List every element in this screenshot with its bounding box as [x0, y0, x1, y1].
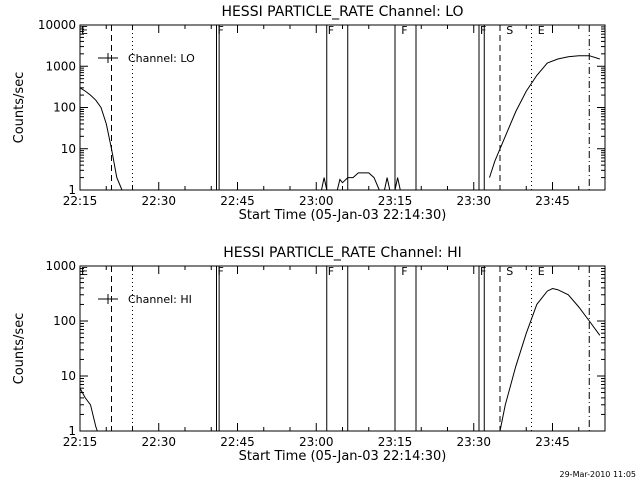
event-marker-label: F: [328, 24, 334, 37]
event-marker-label: F: [480, 24, 486, 37]
y-tick-label: 100: [53, 101, 76, 115]
series-line-segment: [336, 172, 380, 191]
panel-hi-channel: HESSI PARTICLE_RATE Channel: HI 22:15 22:3…: [12, 245, 606, 464]
x-tick-label: 23:15: [378, 435, 413, 449]
y-tick-label: 1: [68, 424, 76, 438]
x-tick-label: 22:15: [63, 435, 98, 449]
event-marker-label: F: [218, 265, 224, 278]
series-line-segment: [321, 177, 328, 191]
y-tick-label: 1: [68, 183, 76, 197]
timestamp-footer: 29-Mar-2010 11:05: [560, 470, 637, 479]
event-marker-label: F: [218, 24, 224, 37]
y-tick-label: 10: [61, 142, 76, 156]
y-tick-label: 100: [53, 314, 76, 328]
x-tick-label: 22:30: [141, 194, 176, 208]
legend-label: Channel: HI: [128, 293, 192, 306]
event-marker-label: S: [506, 24, 513, 37]
x-axis-label: Start Time (05-Jan-03 22:14:30): [239, 208, 447, 223]
event-marker-label: E: [538, 265, 545, 278]
x-tick-label: 23:30: [456, 194, 491, 208]
x-tick-label: 22:30: [141, 435, 176, 449]
chart-title: HESSI PARTICLE_RATE Channel: LO: [221, 4, 463, 20]
series-line-segment: [499, 287, 601, 432]
event-marker-label: E: [81, 265, 88, 278]
y-axis-label: Counts/sec: [12, 313, 27, 385]
event-marker-label: E: [81, 24, 88, 37]
y-tick-label: 1000: [45, 59, 76, 73]
series-line-segment: [394, 177, 401, 191]
plot-frame: [79, 265, 606, 432]
y-tick-label: 10000: [38, 18, 76, 32]
event-marker-label: F: [480, 265, 486, 278]
x-tick-label: 23:00: [299, 435, 334, 449]
x-tick-label: 23:30: [456, 435, 491, 449]
panel-lo-channel: HESSI PARTICLE_RATE Channel: LO 22:15 22:3…: [12, 4, 606, 223]
x-tick-label: 22:45: [220, 435, 255, 449]
event-marker-label: F: [328, 265, 334, 278]
series-line-segment: [79, 387, 98, 432]
y-tick-label: 1000: [45, 259, 76, 273]
series-line-segment: [489, 55, 600, 178]
event-marker-label: F: [401, 24, 407, 37]
event-marker-label: F: [401, 265, 407, 278]
series-line-segment: [79, 87, 123, 191]
x-tick-label: 23:45: [535, 194, 570, 208]
series-line-segment: [384, 177, 391, 191]
y-tick-label: 10: [61, 369, 76, 383]
x-tick-label: 22:15: [63, 194, 98, 208]
chart-title: HESSI PARTICLE_RATE Channel: HI: [223, 245, 461, 261]
event-marker-label: E: [538, 24, 545, 37]
event-marker-label: S: [506, 265, 513, 278]
y-axis-label: Counts/sec: [12, 72, 27, 144]
x-tick-label: 23:45: [535, 435, 570, 449]
plot-frame: [79, 24, 606, 191]
x-tick-label: 23:15: [378, 194, 413, 208]
x-tick-label: 23:00: [299, 194, 334, 208]
legend-label: Channel: LO: [128, 52, 195, 65]
x-tick-label: 22:45: [220, 194, 255, 208]
x-axis-label: Start Time (05-Jan-03 22:14:30): [239, 449, 447, 464]
